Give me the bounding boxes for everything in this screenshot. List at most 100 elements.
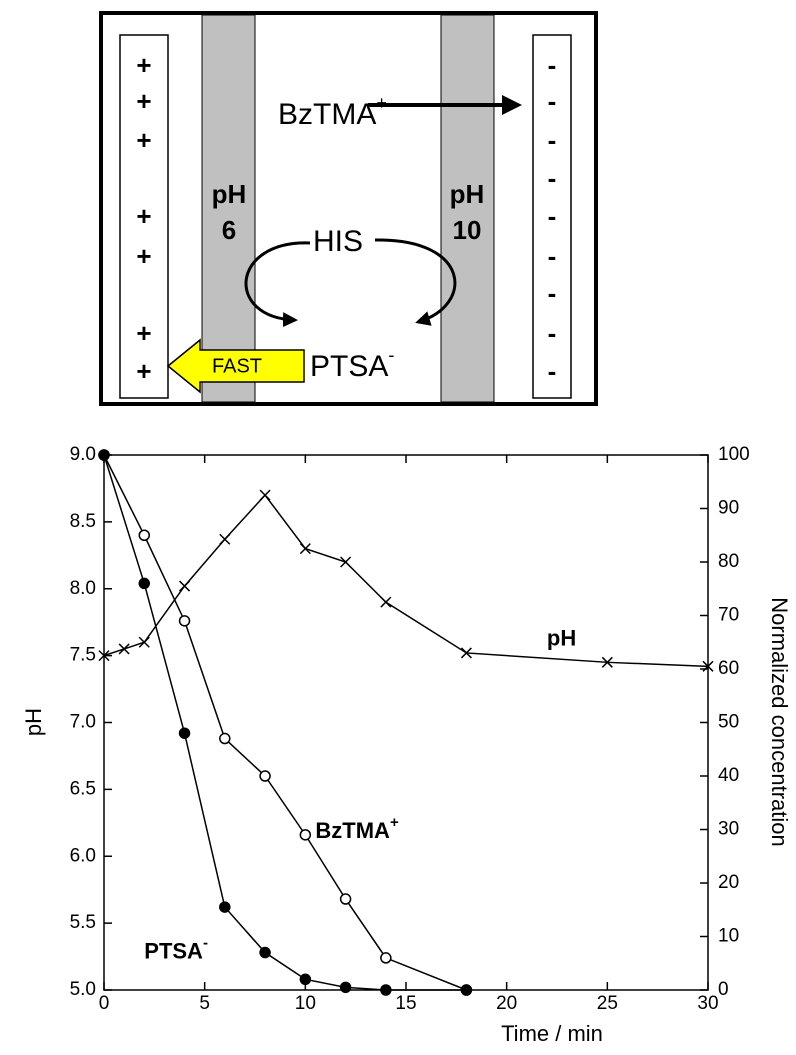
cross-marker <box>380 596 392 608</box>
y2-tick-label: 90 <box>718 498 739 519</box>
plus-sign: + <box>136 241 151 271</box>
cross-marker <box>219 533 231 545</box>
band-label: pH <box>450 179 485 209</box>
x-tick-label: 15 <box>395 993 416 1014</box>
y2-tick-label: 20 <box>718 872 739 893</box>
membrane-band <box>201 14 256 403</box>
minus-sign: - <box>548 356 557 386</box>
y2-tick-label: 100 <box>718 444 750 465</box>
cross-marker <box>460 647 472 659</box>
series-label: BzTMA+ <box>315 814 399 843</box>
curved-arrow <box>374 238 457 326</box>
circle-marker <box>339 893 352 905</box>
series-line <box>103 454 467 991</box>
minus-sign: - <box>548 50 557 80</box>
y2-tick-label: 60 <box>718 658 739 679</box>
anode <box>119 34 169 399</box>
cross-marker <box>340 556 352 568</box>
anion-name: PTSA <box>310 350 388 383</box>
plus-sign: + <box>136 201 151 231</box>
y-tick-label: 8.5 <box>70 511 96 532</box>
chart: Time / min pH Normalized concentration 0… <box>21 444 792 1046</box>
band-label: 10 <box>453 215 482 245</box>
minus-sign: - <box>548 318 557 348</box>
x-tick-label: 0 <box>99 993 110 1014</box>
diagram: + + + + + + + - - - - - - - - - pH 6 pH … <box>99 11 598 406</box>
minus-sign: - <box>548 201 557 231</box>
cross-marker <box>179 580 191 592</box>
circle-marker <box>138 529 151 541</box>
plus-sign: + <box>136 318 151 348</box>
series-line <box>103 454 467 991</box>
fast-label: FAST <box>212 355 262 377</box>
cation-name: BzTMA <box>278 98 376 131</box>
y-tick-label: 6.0 <box>70 845 96 866</box>
anion-label: PTSA- <box>310 345 394 383</box>
cation-label: BzTMA+ <box>278 93 387 131</box>
x-tick-label: 25 <box>597 993 618 1014</box>
plot-frame <box>103 454 709 991</box>
series-label: PTSA- <box>144 935 208 964</box>
y-axis-title: pH <box>21 708 46 736</box>
y-tick-label: 6.5 <box>70 778 96 799</box>
cell-box <box>99 11 598 406</box>
membrane-band <box>440 14 495 403</box>
y2-tick-label: 80 <box>718 551 739 572</box>
y-tick-label: 7.0 <box>70 712 96 733</box>
circle-marker <box>259 770 271 782</box>
y2-tick-label: 30 <box>718 819 739 840</box>
series-label: pH <box>547 625 576 650</box>
circle-marker <box>259 946 271 959</box>
y-tick-label: 9.0 <box>70 444 96 465</box>
y2-tick-label: 10 <box>718 926 739 947</box>
minus-sign: - <box>548 241 557 271</box>
circle-marker <box>299 973 312 986</box>
y2-axis-title: Normalized concentration <box>767 597 792 846</box>
circle-marker <box>299 829 312 841</box>
cathode <box>532 34 572 399</box>
series-line <box>103 493 709 668</box>
his-label: HIS <box>313 225 363 258</box>
minus-sign: - <box>548 278 557 308</box>
cross-marker <box>138 636 150 648</box>
circle-marker <box>178 615 191 627</box>
fast-arrow <box>166 338 305 394</box>
circle-marker <box>339 981 352 994</box>
x-tick-label: 10 <box>295 993 316 1014</box>
circle-marker <box>380 984 392 996</box>
circle-marker <box>219 732 231 745</box>
x-axis-title: Time / min <box>501 1021 603 1046</box>
series-name: pH <box>547 625 576 650</box>
series-name: PTSA <box>144 938 203 963</box>
series-charge: + <box>390 814 399 831</box>
cross-marker <box>118 643 130 655</box>
minus-sign: - <box>548 86 557 116</box>
series-charge: - <box>203 935 208 952</box>
y-tick-label: 5.0 <box>70 979 96 1000</box>
circle-marker <box>98 449 110 461</box>
y2-tick-label: 40 <box>718 765 739 786</box>
cross-marker <box>601 656 613 668</box>
circle-marker <box>138 577 151 590</box>
x-tick-label: 20 <box>496 993 517 1014</box>
y-tick-label: 5.5 <box>70 912 96 933</box>
plus-sign: + <box>136 50 151 80</box>
cation-charge: + <box>376 93 387 113</box>
circle-marker <box>380 952 392 964</box>
x-tick-label: 5 <box>199 993 210 1014</box>
band-label: 6 <box>222 215 236 245</box>
minus-sign: - <box>548 163 557 193</box>
anion-charge: - <box>388 345 394 365</box>
cross-marker <box>299 543 311 555</box>
cross-marker <box>259 489 271 501</box>
circle-marker <box>219 901 231 913</box>
curved-arrow <box>244 241 311 328</box>
y-tick-label: 7.5 <box>70 645 96 666</box>
minus-sign: - <box>548 125 557 155</box>
circle-marker <box>460 984 473 996</box>
circle-marker <box>178 727 191 739</box>
plus-sign: + <box>136 86 151 116</box>
series-name: BzTMA <box>315 818 390 843</box>
